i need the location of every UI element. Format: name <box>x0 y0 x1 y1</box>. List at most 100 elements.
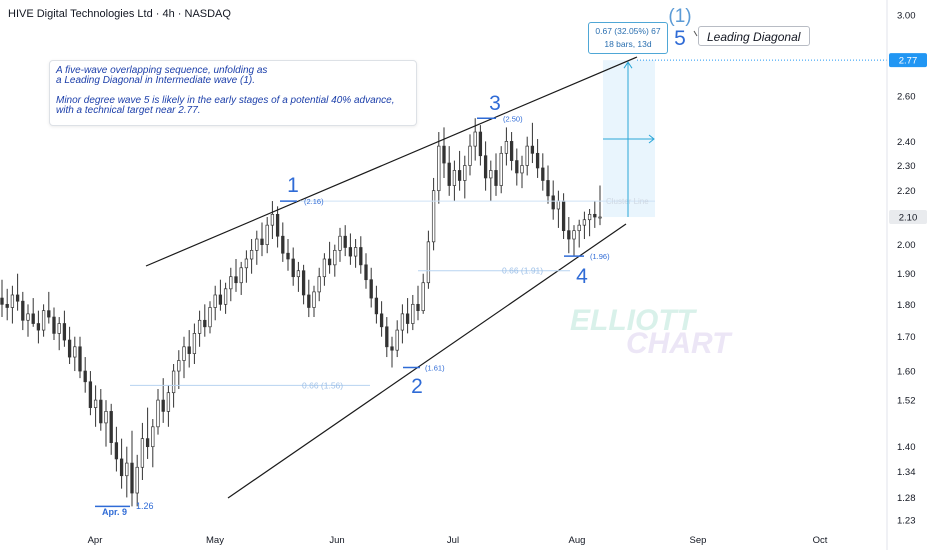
candle-body <box>489 170 493 179</box>
price-tick-label: 1.90 <box>897 269 916 280</box>
candle-body <box>598 216 602 219</box>
candle <box>197 310 202 347</box>
candle-body <box>0 297 4 305</box>
price-axis[interactable]: 3.00 2.60 2.40 2.30 2.20 2.00 1.90 1.80 1.70 1.60… <box>897 11 916 527</box>
candle <box>36 310 41 344</box>
candle <box>468 134 472 176</box>
candle-body <box>166 392 171 412</box>
candle-body <box>426 241 431 284</box>
candle-body <box>468 145 472 166</box>
candle-body <box>312 291 316 308</box>
candle-body <box>104 411 108 424</box>
candle-body <box>125 462 129 477</box>
candle <box>5 288 9 321</box>
measure-box: 0.67 (32.05%) 67 18 bars, 13d <box>588 22 668 54</box>
time-axis[interactable]: Apr May Jun Jul Aug Sep Oct <box>88 535 828 546</box>
candle <box>416 285 420 321</box>
candle-body <box>31 313 35 324</box>
candle-body <box>416 303 420 312</box>
candle <box>229 267 233 302</box>
candle-body <box>296 270 301 278</box>
candle-body <box>109 411 113 443</box>
candle <box>286 239 290 271</box>
candle-body <box>556 200 561 210</box>
candle-body <box>593 213 597 218</box>
candle <box>62 310 67 347</box>
candle <box>26 304 30 337</box>
candle-body <box>78 346 82 372</box>
candle-body <box>561 200 566 232</box>
candle <box>338 227 342 262</box>
candle <box>582 211 587 240</box>
candle-body <box>218 294 223 305</box>
candle <box>239 261 243 295</box>
time-tick-label: Jun <box>329 535 344 546</box>
wave-price-label: (1.61) <box>425 364 445 373</box>
candle <box>577 219 581 248</box>
candle-body <box>301 270 306 296</box>
candle <box>426 230 431 289</box>
candle-body <box>437 145 441 192</box>
fib-label: 0.66 (1.91) <box>502 266 543 276</box>
candle <box>208 301 212 334</box>
wave-price-label: (1.96) <box>590 252 610 261</box>
candle-body <box>551 195 555 210</box>
candle-body <box>182 346 186 361</box>
candle-body <box>286 252 290 260</box>
candle <box>322 253 327 286</box>
candle-body <box>307 294 311 308</box>
leading-diagonal-callout[interactable]: Leading Diagonal <box>698 26 810 46</box>
candle-body <box>52 316 56 334</box>
candle <box>270 201 275 240</box>
candle <box>260 222 264 257</box>
low-price-label: 1.26 <box>136 501 154 511</box>
price-tick-label: 2.60 <box>897 92 916 103</box>
candle <box>593 201 597 228</box>
candle <box>0 279 4 318</box>
candle <box>135 454 139 507</box>
candle <box>447 146 451 196</box>
candle-body <box>270 213 275 226</box>
candle <box>218 279 223 311</box>
candle-body <box>88 381 93 408</box>
time-tick-label: Oct <box>813 535 828 546</box>
candle <box>47 291 51 324</box>
lower-channel-line <box>227 223 627 499</box>
candle-body <box>249 249 254 260</box>
candle-body <box>130 462 134 494</box>
candle <box>343 225 347 257</box>
candle-body <box>234 276 238 284</box>
candle <box>109 403 113 455</box>
candle-body <box>452 170 457 186</box>
candle-body <box>187 346 191 354</box>
candle-body <box>520 165 524 174</box>
candle <box>244 250 249 283</box>
candle-body <box>395 329 399 351</box>
candle <box>296 261 301 292</box>
candle-body <box>431 190 436 243</box>
candle <box>463 155 467 199</box>
candle <box>395 320 399 358</box>
candle-body <box>535 152 540 169</box>
candle <box>166 385 171 427</box>
analysis-note: A five-wave overlapping sequence, unfold… <box>49 60 417 126</box>
candle-body <box>509 141 514 161</box>
candle-body <box>478 131 483 157</box>
candle <box>161 378 165 423</box>
candle <box>187 330 191 368</box>
candle-body <box>223 288 228 305</box>
candle-body <box>151 426 155 448</box>
candle <box>52 307 56 341</box>
candle <box>99 389 103 431</box>
candle <box>587 208 592 237</box>
candle-body <box>379 313 384 328</box>
candle <box>561 193 566 240</box>
candle <box>385 317 389 358</box>
candle <box>364 253 368 289</box>
target-arrow-head <box>623 61 633 69</box>
candle-body <box>255 238 259 251</box>
candle-body <box>275 213 280 237</box>
candle <box>525 136 529 176</box>
price-tick-label: 1.70 <box>897 332 916 343</box>
